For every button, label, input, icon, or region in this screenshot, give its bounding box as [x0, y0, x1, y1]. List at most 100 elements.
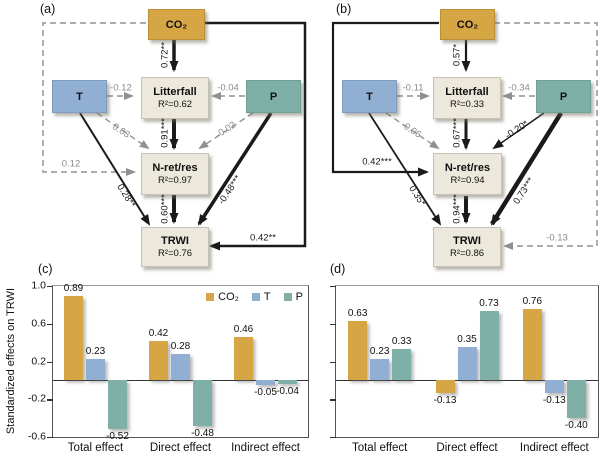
path-co2-nret-b: 0.42*** [362, 156, 392, 168]
y-tick-label: 0.2 [31, 354, 46, 367]
node-co2-b-label: CO₂ [456, 18, 479, 31]
legend-item: P [283, 291, 303, 303]
bar-co2-1 [435, 380, 455, 393]
path-t-litterfall-a: -0.12 [110, 82, 132, 94]
y-tick [330, 399, 336, 401]
node-litterfall-a-label: Litterfall [153, 86, 197, 98]
bar-value-label: -0.05 [254, 387, 277, 399]
node-trwi-b: TRWI R²=0.86 [433, 227, 501, 267]
bar-t-0 [86, 358, 105, 381]
chart-d-plot: Total effect 0.63 0.23 0.33 Direct effect -0.… [330, 285, 599, 454]
y-tick-label: -0.2 [27, 392, 46, 405]
bar-value-label: 0.89 [63, 283, 84, 295]
y-tick [47, 286, 53, 288]
bar-value-label: 0.46 [233, 323, 254, 335]
y-axis-title: Standardized effects on TRWI [5, 287, 17, 435]
path-co2-litterfall-b: 0.57* [451, 43, 463, 67]
node-litterfall-b-r2: R²=0.33 [449, 99, 485, 110]
node-litterfall-a-r2: R²=0.62 [157, 99, 193, 110]
bar-t-2 [256, 380, 275, 386]
node-trwi-b-r2: R²=0.86 [449, 248, 485, 259]
node-nret-b: N-ret/res R²=0.94 [433, 153, 502, 195]
bar-value-label: 0.23 [369, 345, 390, 357]
bar-co2-0 [348, 320, 368, 381]
node-t-b-label: T [366, 90, 373, 103]
node-co2-b: CO₂ [440, 9, 495, 40]
panel-d-label: (d) [330, 262, 346, 276]
legend-label: CO₂ [218, 291, 239, 303]
legend-label: T [263, 291, 271, 303]
bar-value-label: 0.35 [457, 334, 477, 346]
x-category-label: Indirect effect [519, 442, 589, 454]
bar-value-label: -0.40 [564, 420, 588, 432]
bar-value-label: 0.63 [347, 307, 368, 319]
path-co2-trwi-a: 0.42** [250, 232, 276, 244]
node-nret-a-label: N-ret/res [152, 162, 198, 174]
node-trwi-a: TRWI R²=0.76 [141, 227, 209, 267]
path-t-litterfall-b: -0.11 [402, 82, 424, 94]
node-nret-a-r2: R²=0.97 [157, 175, 193, 186]
bar-t-1 [457, 347, 477, 381]
bar-value-label: 0.76 [522, 295, 543, 307]
node-trwi-a-r2: R²=0.76 [157, 248, 193, 259]
node-p-a-label: P [269, 90, 278, 103]
node-litterfall-a: Litterfall R²=0.62 [141, 77, 209, 119]
path-litterfall-nret-a: 0.91*** [159, 118, 171, 148]
y-tick [330, 361, 336, 363]
y-tick [330, 323, 336, 326]
y-tick [47, 361, 53, 363]
bar-t-1 [171, 353, 190, 381]
y-tick-label: 1.0 [31, 279, 46, 292]
bar-p-1 [479, 311, 499, 381]
bar-value-label: 0.73 [479, 298, 499, 310]
sem-arrows-layer [42, 21, 598, 251]
bar-value-label: 0.33 [391, 336, 412, 348]
path-p-litterfall-a: -0.04 [217, 82, 239, 94]
legend-swatch-icon [206, 293, 215, 301]
node-trwi-a-label: TRWI [161, 235, 189, 247]
y-tick [47, 399, 53, 401]
legend-item: CO₂ [206, 291, 239, 303]
path-co2-litterfall-a: 0.72** [159, 42, 171, 68]
y-tick [330, 437, 336, 439]
path-nret-trwi-a: 0.60*** [159, 194, 171, 224]
bar-value-label: -0.04 [276, 386, 299, 398]
path-co2-trwi-b: -0.13 [546, 232, 568, 244]
legend-swatch-icon [283, 293, 292, 301]
node-p-b-label: P [559, 90, 568, 103]
x-category-label: Total effect [67, 442, 124, 454]
node-t-a: T [52, 80, 107, 113]
bar-value-label: 0.28 [170, 340, 191, 352]
node-p-a: P [246, 80, 301, 113]
bar-co2-1 [149, 340, 168, 381]
bar-p-2 [278, 380, 297, 385]
x-category-label: Direct effect [436, 442, 498, 454]
bar-value-label: -0.52 [106, 431, 129, 443]
legend-item: T [251, 291, 271, 303]
node-co2-a: CO₂ [148, 9, 205, 40]
path-p-litterfall-b: -0.34 [508, 82, 530, 94]
bar-p-1 [193, 380, 212, 426]
bar-value-label: -0.13 [433, 394, 457, 406]
panel-a-label: (a) [40, 2, 56, 16]
bar-value-label: -0.48 [191, 427, 214, 439]
bar-t-0 [370, 358, 390, 381]
node-t-b: T [342, 80, 397, 113]
x-category-label: Indirect effect [231, 442, 300, 454]
x-category-label: Total effect [351, 442, 408, 454]
y-tick [47, 323, 53, 326]
node-nret-a: N-ret/res R²=0.97 [141, 153, 209, 195]
bar-p-0 [108, 380, 127, 430]
bar-value-label: 0.42 [148, 327, 169, 339]
panel-c-label: (c) [38, 262, 53, 276]
y-tick [330, 286, 336, 288]
path-nret-trwi-b: 0.94*** [451, 194, 463, 224]
path-litterfall-nret-b: 0.67*** [451, 118, 463, 148]
path-co2-nret-a: 0.12 [61, 158, 81, 170]
bar-co2-2 [234, 336, 253, 381]
bar-t-2 [544, 380, 564, 393]
node-trwi-b-label: TRWI [453, 235, 481, 247]
bar-value-label: -0.13 [542, 394, 566, 406]
node-nret-b-r2: R²=0.94 [450, 175, 485, 186]
